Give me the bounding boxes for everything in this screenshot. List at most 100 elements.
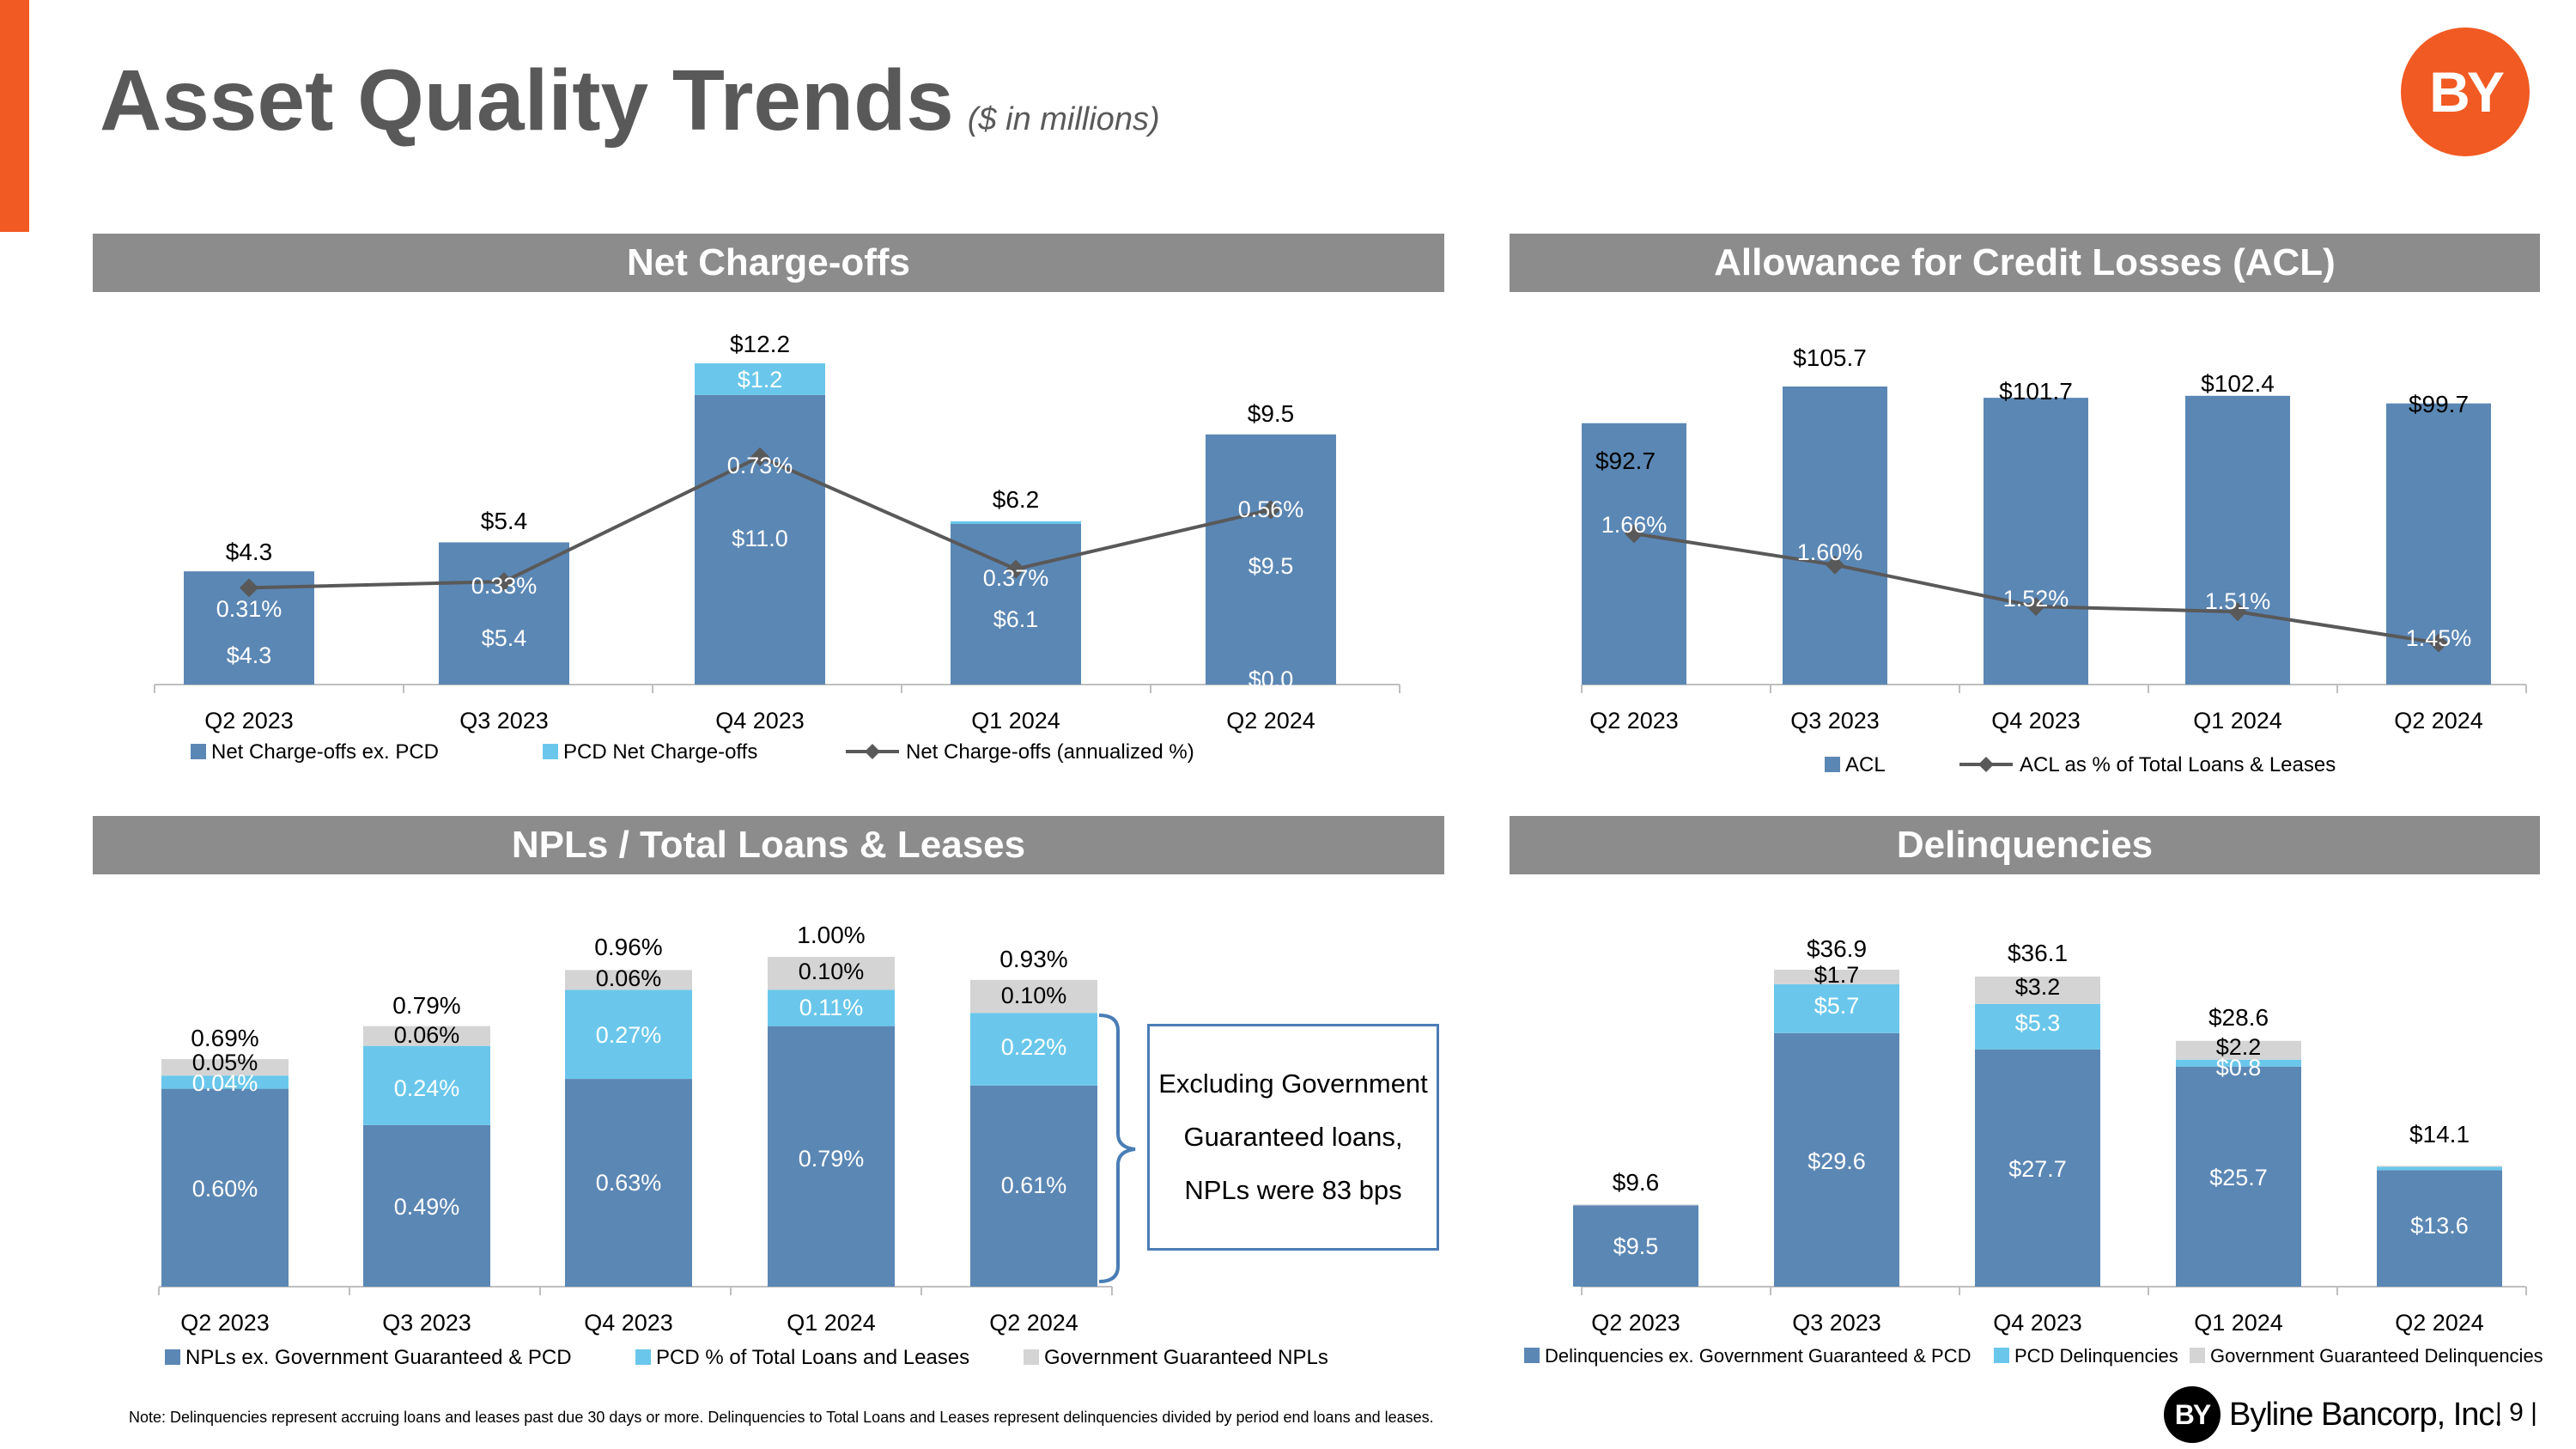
line-label-acl-2: 1.52% bbox=[2003, 586, 2069, 612]
legend-line-marker-acl bbox=[1978, 757, 1994, 772]
bar-acl-s0-3 bbox=[2185, 395, 2290, 685]
line-label-acl-0: 1.66% bbox=[1601, 512, 1668, 538]
bar-npl-s1-0 bbox=[161, 1075, 289, 1089]
total-label-dlq-4: $14.1 bbox=[2409, 1121, 2470, 1148]
tick-label-nco-4: Q2 2024 bbox=[1226, 708, 1315, 734]
line-label-nco-3: 0.37% bbox=[983, 565, 1049, 591]
bar-npl-s0-1 bbox=[363, 1124, 490, 1287]
data-label-dlq-s2-3: $2.2 bbox=[2216, 1034, 2262, 1060]
data-label-dlq-s0-2: $27.7 bbox=[2008, 1156, 2067, 1182]
data-label-npl-s1-1: 0.24% bbox=[394, 1075, 460, 1101]
bar-npl-s0-3 bbox=[768, 1026, 895, 1287]
data-label-dlq-s0-3: $25.7 bbox=[2209, 1165, 2268, 1190]
legend-label-npl-0: NPLs ex. Government Guaranteed & PCD bbox=[185, 1346, 572, 1369]
legend-label-npl-2: Government Guaranteed NPLs bbox=[1044, 1346, 1328, 1369]
tick-label-npl-0: Q2 2023 bbox=[180, 1310, 270, 1336]
data-label-npl-s0-3: 0.79% bbox=[799, 1146, 865, 1172]
total-label-acl-2: $101.7 bbox=[1999, 378, 2073, 405]
tick-label-dlq-0: Q2 2023 bbox=[1591, 1310, 1680, 1336]
legend-swatch-nco-0 bbox=[191, 744, 206, 759]
panel-header-npl: NPLs / Total Loans & Leases bbox=[93, 816, 1444, 874]
bar-npl-s1-2 bbox=[565, 989, 692, 1080]
bar-dlq-s2-1 bbox=[1774, 970, 1899, 984]
bar-dlq-s0-3 bbox=[2176, 1066, 2301, 1287]
bar-npl-s2-2 bbox=[565, 970, 692, 990]
line-label-acl-4: 1.45% bbox=[2406, 625, 2472, 651]
data-label-npl-s1-3: 0.11% bbox=[799, 995, 864, 1020]
tick-label-dlq-4: Q2 2024 bbox=[2395, 1310, 2484, 1336]
line-marker-acl-0 bbox=[1625, 524, 1643, 544]
tick-label-npl-2: Q4 2023 bbox=[584, 1310, 673, 1336]
bar-dlq-s1-2 bbox=[1975, 1003, 2100, 1050]
legend-swatch-dlq-2 bbox=[2190, 1348, 2205, 1363]
tick-label-npl-3: Q1 2024 bbox=[787, 1310, 876, 1336]
line-label-nco-0: 0.31% bbox=[216, 596, 283, 622]
data-label-nco-s0-0: $4.3 bbox=[227, 642, 272, 668]
line-marker-nco-4 bbox=[1261, 500, 1280, 520]
bar-npl-s1-3 bbox=[768, 989, 895, 1026]
tick-label-acl-3: Q1 2024 bbox=[2193, 708, 2282, 734]
line-marker-acl-4 bbox=[2429, 633, 2448, 653]
total-label-nco-2: $12.2 bbox=[730, 331, 790, 357]
line-label-nco-4: 0.56% bbox=[1238, 496, 1304, 522]
bar-nco-s0-2 bbox=[695, 394, 825, 685]
data-label-dlq-s0-1: $29.6 bbox=[1807, 1148, 1866, 1174]
total-label-nco-3: $6.2 bbox=[993, 486, 1040, 513]
footnote: Note: Delinquencies represent accruing l… bbox=[129, 1409, 1434, 1426]
data-label-dlq-s1-1: $5.7 bbox=[1814, 993, 1860, 1019]
tick-label-acl-2: Q4 2023 bbox=[1991, 708, 2081, 734]
data-label-npl-s0-4: 0.61% bbox=[1001, 1172, 1067, 1198]
bar-dlq-s0-0 bbox=[1573, 1205, 1698, 1287]
bar-dlq-s1-3 bbox=[2176, 1059, 2301, 1067]
bar-acl-s0-2 bbox=[1984, 398, 2088, 685]
bar-nco-s0-4 bbox=[1206, 434, 1336, 685]
bar-acl-s0-1 bbox=[1783, 387, 1887, 685]
line-marker-nco-2 bbox=[750, 447, 769, 466]
legend-swatch-npl-1 bbox=[635, 1349, 651, 1365]
line-marker-acl-2 bbox=[2026, 597, 2045, 617]
total-label-npl-0: 0.69% bbox=[191, 1025, 258, 1051]
line-label-acl-3: 1.51% bbox=[2205, 588, 2271, 614]
footer-company-name: Byline Bancorp, Inc. bbox=[2229, 1396, 2503, 1433]
data-label-dlq-s0-0: $9.5 bbox=[1613, 1233, 1659, 1259]
page-title: Asset Quality Trends ($ in millions) bbox=[100, 52, 1160, 149]
tick-label-nco-2: Q4 2023 bbox=[715, 708, 805, 734]
legend-line-marker-nco bbox=[865, 744, 880, 759]
data-label-dlq-s1-3: $0.8 bbox=[2216, 1055, 2262, 1081]
total-label-nco-0: $4.3 bbox=[226, 539, 273, 565]
total-label-nco-1: $5.4 bbox=[481, 508, 528, 534]
bar-dlq-s0-2 bbox=[1975, 1049, 2100, 1287]
total-label-npl-3: 1.00% bbox=[797, 922, 865, 948]
tick-label-npl-1: Q3 2023 bbox=[382, 1310, 471, 1336]
tick-label-nco-0: Q2 2023 bbox=[204, 708, 294, 734]
total-label-dlq-1: $36.9 bbox=[1807, 935, 1867, 962]
total-label-acl-1: $105.7 bbox=[1793, 344, 1867, 371]
callout-text: Excluding Government Guaranteed loans, N… bbox=[1158, 1068, 1428, 1205]
line-label-nco-1: 0.33% bbox=[471, 573, 538, 599]
bar-npl-s2-0 bbox=[161, 1059, 289, 1076]
page-number: | 9 | bbox=[2495, 1398, 2537, 1427]
legend-swatch-nco-1 bbox=[543, 744, 558, 759]
legend-label-dlq-0: Delinquencies ex. Government Guaranteed … bbox=[1545, 1345, 1971, 1367]
tick-label-acl-0: Q2 2023 bbox=[1589, 708, 1679, 734]
legend-swatch-npl-2 bbox=[1024, 1349, 1039, 1365]
total-label-acl-3: $102.4 bbox=[2201, 370, 2275, 397]
tick-label-dlq-1: Q3 2023 bbox=[1792, 1310, 1881, 1336]
bar-dlq-s1-1 bbox=[1774, 983, 1899, 1033]
bar-dlq-s0-1 bbox=[1774, 1032, 1899, 1287]
legend-label-nco-0: Net Charge-offs ex. PCD bbox=[211, 740, 439, 764]
line-marker-nco-3 bbox=[1006, 559, 1025, 579]
panel-header-dlq: Delinquencies bbox=[1510, 816, 2540, 874]
tick-label-dlq-3: Q1 2024 bbox=[2194, 1310, 2283, 1336]
data-label-npl-s2-3: 0.10% bbox=[799, 959, 865, 984]
line-marker-acl-3 bbox=[2228, 602, 2247, 622]
bar-npl-s0-4 bbox=[970, 1085, 1097, 1287]
page-subtitle: ($ in millions) bbox=[967, 101, 1160, 137]
panel-header-nco: Net Charge-offs bbox=[93, 234, 1444, 292]
tick-label-acl-4: Q2 2024 bbox=[2394, 708, 2483, 734]
data-label-npl-s0-0: 0.60% bbox=[192, 1176, 258, 1202]
legend-label-acl-0: ACL bbox=[1845, 753, 1886, 776]
byline-logo: BY bbox=[2401, 27, 2530, 156]
total-label-nco-4: $9.5 bbox=[1248, 400, 1295, 427]
